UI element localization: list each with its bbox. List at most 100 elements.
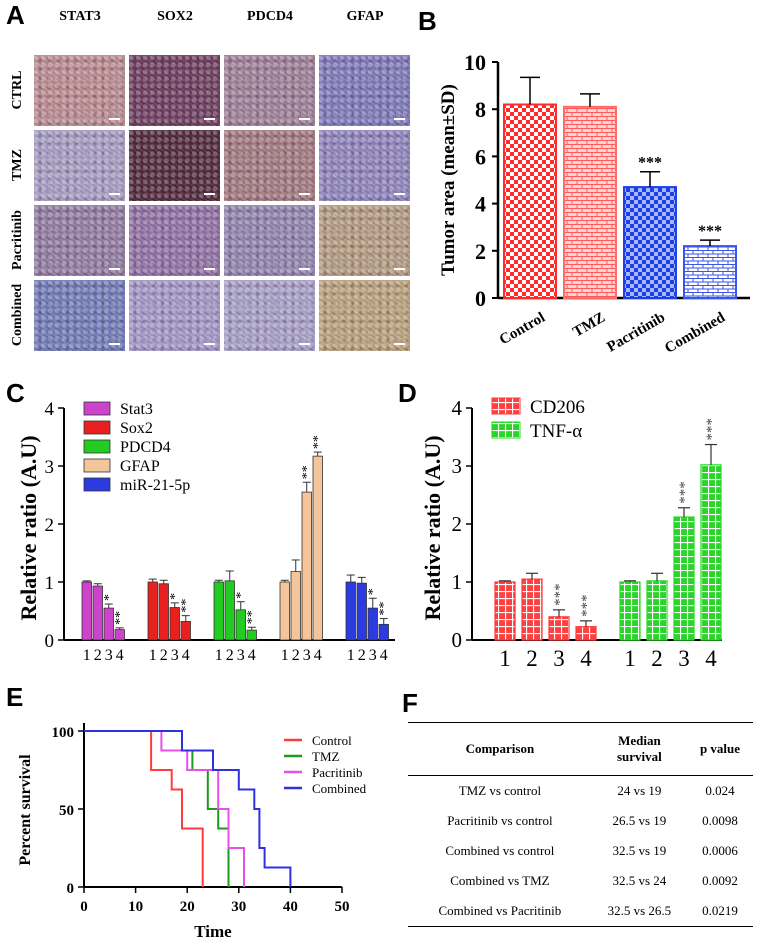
group-tick-label: 4 <box>580 646 592 671</box>
x-tick-label: 50 <box>335 899 350 915</box>
bar-gfap <box>279 581 290 641</box>
bar-combined <box>683 245 737 299</box>
x-tick-label: 30 <box>231 899 246 915</box>
histology-column-stat3: STAT3 <box>59 9 101 24</box>
table-cell-comparison: Pacritinib vs control <box>447 813 553 828</box>
scale-bar <box>109 118 120 120</box>
bar-tmz <box>563 105 617 299</box>
table-cell-comparison: TMZ vs control <box>458 783 542 798</box>
bar-pdcd4 <box>224 580 235 641</box>
significance-marker: * <box>366 588 381 595</box>
table-cell-p: 0.0098 <box>702 813 738 828</box>
group-tick-label: 2 <box>94 647 102 664</box>
bar-pacritinib <box>623 186 677 299</box>
significance-marker: ** <box>113 611 128 625</box>
y-axis-label: Relative ratio (A.U) <box>16 435 41 620</box>
group-tick-label: 3 <box>553 646 565 671</box>
scale-bar <box>394 118 405 120</box>
histology-row-pacritinib: Pacritinib <box>10 210 25 270</box>
scale-bar <box>109 268 120 270</box>
histology-image <box>224 280 315 351</box>
panel-letter-e: E <box>6 682 24 712</box>
y-tick-label: 0 <box>67 881 75 897</box>
survival-line-combined <box>84 730 292 887</box>
legend-swatch-sox2 <box>83 420 111 435</box>
significance-marker: ** <box>179 599 194 613</box>
table-cell-p: 0.0006 <box>702 843 738 858</box>
survival-table: Comparison Median survival p value TMZ v… <box>408 722 753 927</box>
histology-image <box>34 280 125 351</box>
bar-sox2 <box>158 583 169 641</box>
scale-bar <box>109 193 120 195</box>
panel-letter-c: C <box>6 378 25 408</box>
significance-marker: *** <box>552 583 568 606</box>
group-tick-label: 2 <box>160 647 168 664</box>
table-cell-comparison: Combined vs TMZ <box>450 873 550 888</box>
y-tick-label: 3 <box>45 457 55 478</box>
y-axis-label: Percent survival <box>17 754 34 866</box>
bar-gfap <box>312 455 323 641</box>
group-tick-label: 2 <box>526 646 538 671</box>
bar-cd206 <box>575 626 597 641</box>
scale-bar <box>299 193 310 195</box>
y-axis-label: Tumor area (mean±SD) <box>438 84 459 276</box>
table-header-p: p value <box>686 722 753 776</box>
scale-bar <box>394 193 405 195</box>
y-tick-label: 2 <box>45 515 55 536</box>
category-label: Pacritinib <box>604 310 668 356</box>
histology-image <box>224 205 315 276</box>
table-header-comparison: Comparison <box>408 722 592 776</box>
y-tick-label: 4 <box>475 192 486 217</box>
scale-bar <box>204 193 215 195</box>
group-tick-label: 3 <box>171 647 179 664</box>
y-tick-label: 1 <box>45 573 55 594</box>
bar-mir-21-5p <box>378 623 389 641</box>
group-tick-label: 1 <box>83 647 91 664</box>
legend-label: CD206 <box>530 397 585 418</box>
significance-marker: * <box>102 594 117 601</box>
histology-image <box>319 55 410 126</box>
panel-letter-f: F <box>402 688 418 718</box>
bar-mir-21-5p <box>345 581 356 641</box>
histology-column-gfap: GFAP <box>346 9 384 24</box>
group-tick-label: 4 <box>116 647 124 664</box>
table-cell-median: 32.5 vs 24 <box>612 873 667 888</box>
panel-letter-b: B <box>418 6 437 36</box>
table-cell-median: 32.5 vs 26.5 <box>591 896 687 927</box>
legend-label: GFAP <box>120 458 160 475</box>
group-tick-label: 4 <box>314 647 322 664</box>
histology-row-combined: Combined <box>10 283 25 347</box>
category-label: TMZ <box>570 310 608 341</box>
group-tick-label: 2 <box>292 647 300 664</box>
histology-image <box>129 55 220 126</box>
scale-bar <box>109 343 120 345</box>
group-tick-label: 1 <box>149 647 157 664</box>
y-axis-label: Relative ratio (A.U) <box>420 435 445 620</box>
scale-bar <box>204 268 215 270</box>
y-tick-label: 4 <box>45 399 55 420</box>
chart-b-tumor-area: Tumor area (mean±SD) 0 2 4 6 8 10 Control TMZ *… <box>438 50 750 357</box>
bar-stat3 <box>81 581 92 641</box>
group-tick-label: 1 <box>624 646 636 671</box>
group-tick-label: 3 <box>303 647 311 664</box>
legend-label: TMZ <box>312 749 340 764</box>
bar-tnf-alpha <box>646 580 668 641</box>
bar-sox2 <box>169 607 180 641</box>
table-cell-comparison: Combined vs control <box>445 843 555 858</box>
bar-sox2 <box>147 581 158 641</box>
group-tick-label: 4 <box>248 647 256 664</box>
legend-label: Sox2 <box>120 420 153 437</box>
bar-tnf-alpha <box>619 581 641 641</box>
group-tick-label: 2 <box>358 647 366 664</box>
scale-bar <box>204 118 215 120</box>
group-tick-label: 4 <box>380 647 388 664</box>
significance-marker: *** <box>638 155 662 172</box>
significance-marker: ** <box>245 610 260 624</box>
y-tick-label: 0 <box>45 631 55 652</box>
significance-marker: ** <box>300 465 315 479</box>
histology-row-tmz: TMZ <box>10 149 25 181</box>
table-cell-p: 0.0092 <box>702 873 738 888</box>
y-tick-label: 1 <box>452 570 463 594</box>
histology-image <box>129 280 220 351</box>
y-tick-label: 2 <box>452 512 463 536</box>
